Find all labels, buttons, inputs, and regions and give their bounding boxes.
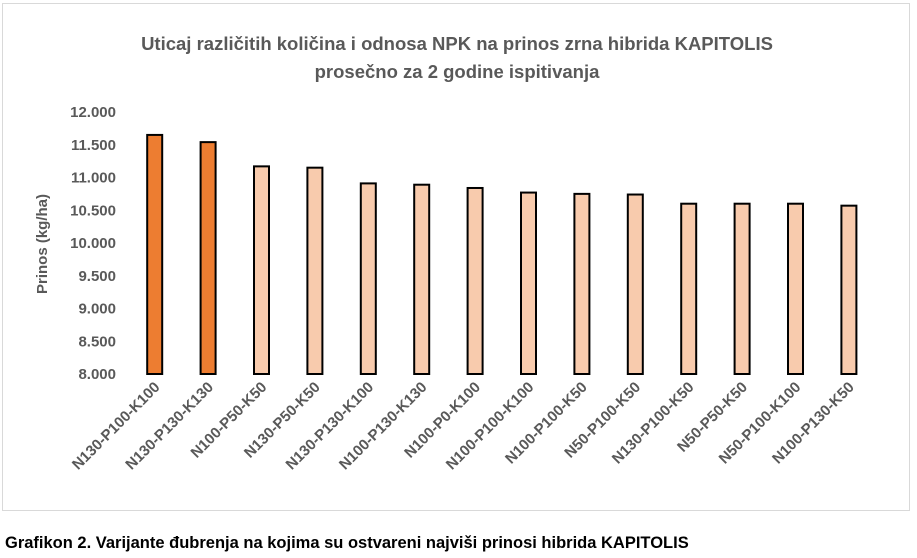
chart-area: Uticaj različitih količina i odnosa NPK … [2,3,910,511]
chart-title-line-2: prosečno za 2 godine ispitivanja [315,61,600,82]
bar-chart: Uticaj različitih količina i odnosa NPK … [34,33,858,474]
y-tick-label: 11.000 [71,170,116,187]
y-tick-label: 9.000 [78,301,116,318]
bar-n130-p130-k130 [199,141,217,375]
y-tick-label: 11.500 [71,137,116,154]
chart-title-line-1: Uticaj različitih količina i odnosa NPK … [141,33,773,54]
bars [146,133,858,375]
y-tick-label: 10.000 [70,235,116,252]
bar-n50-p100-k50 [626,193,644,375]
bar-n130-p100-k100 [146,133,164,375]
y-tick-label: 8.500 [78,333,116,350]
bar-n100-p130-k50 [840,204,858,375]
bar-n130-p130-k100 [359,182,377,375]
bar-n50-p50-k50 [733,202,751,375]
bar-n100-p0-k100 [466,186,484,375]
y-tick-label: 9.500 [78,268,116,285]
x-axis-categories: N130-P100-K100N130-P130-K130N100-P50-K50… [69,379,858,474]
x-category-label: N130-P100-K100 [69,379,164,474]
bar-n100-p100-k50 [573,192,591,375]
figure-caption: Grafikon 2. Varijante đubrenja na kojima… [5,534,689,552]
y-axis-label: Prinos (kg/ha) [34,194,51,294]
bar-n100-p100-k100 [520,191,537,375]
bar-n130-p50-k50 [306,166,324,375]
y-tick-label: 10.500 [70,202,116,219]
bar-n130-p100-k50 [680,202,698,375]
y-tick-label: 12.000 [70,104,116,121]
y-axis-ticks: 8.000 8.500 9.000 9.500 10.000 10.500 11.000 11… [70,104,116,383]
bar-n100-p50-k50 [253,165,270,375]
bar-n50-p100-k100 [787,202,804,375]
bar-n100-p130-k130 [413,183,431,375]
y-tick-label: 8.000 [78,366,116,383]
